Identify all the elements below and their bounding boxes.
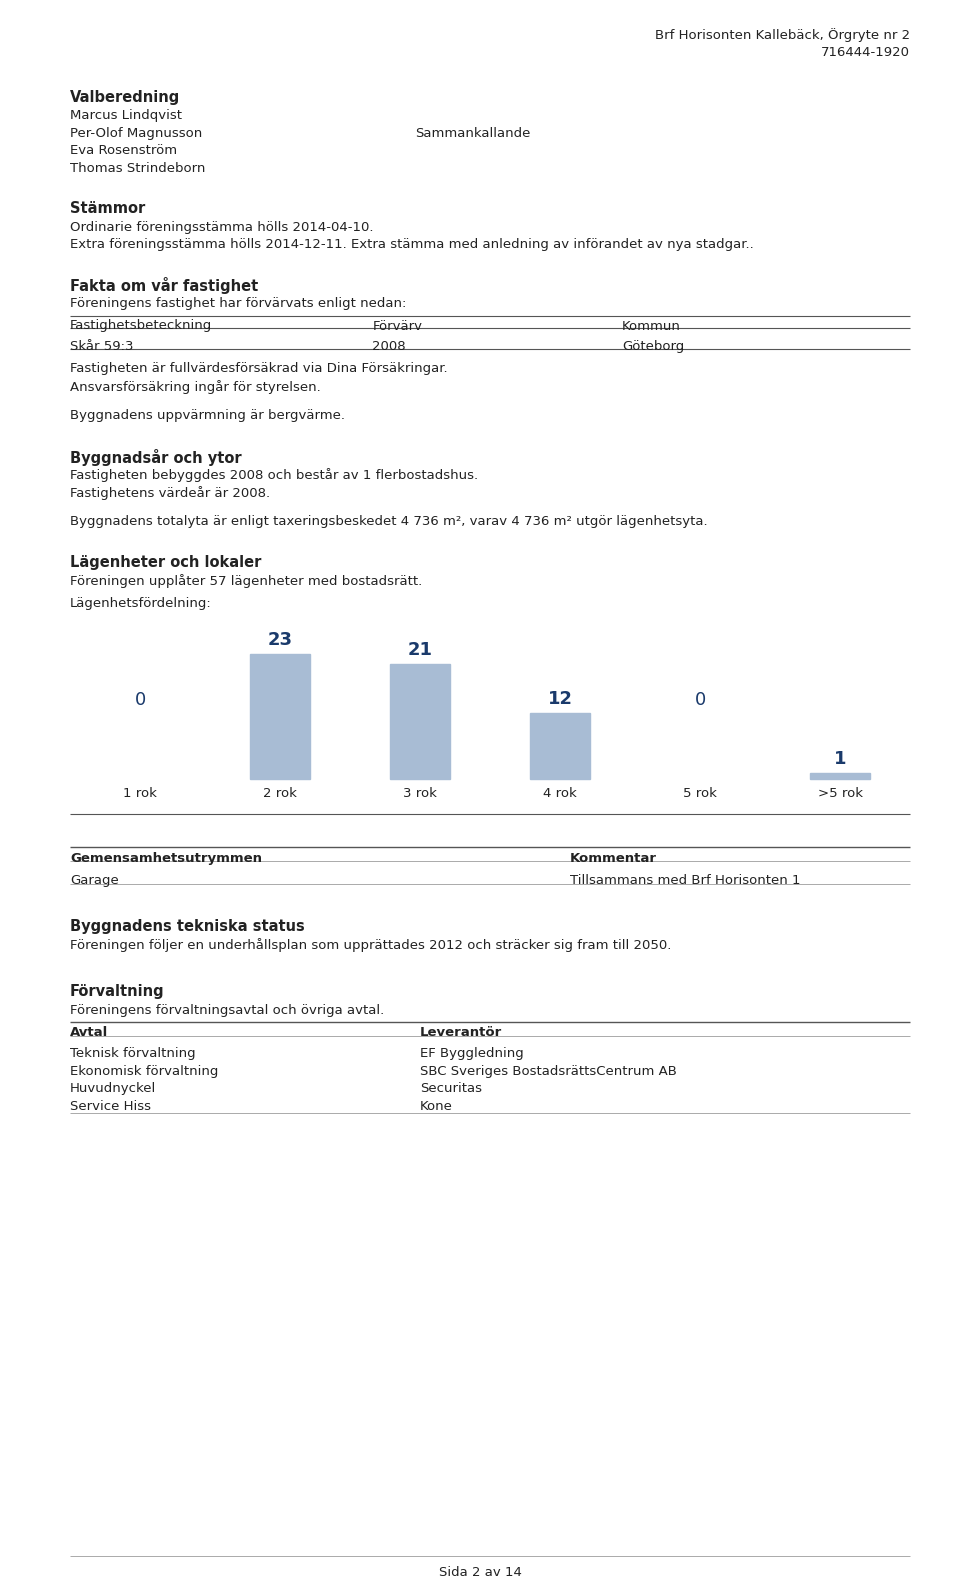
Bar [250, 654, 310, 778]
Text: Valberedning: Valberedning [70, 91, 180, 105]
Text: Föreningen följer en underhållsplan som upprättades 2012 och sträcker sig fram t: Föreningen följer en underhållsplan som … [70, 939, 671, 953]
Text: 4 rok: 4 rok [543, 786, 577, 800]
Text: Kommentar: Kommentar [570, 851, 657, 864]
Text: SBC Sveriges BostadsrättsCentrum AB: SBC Sveriges BostadsrättsCentrum AB [420, 1064, 677, 1079]
Text: Fastigheten bebyggdes 2008 och består av 1 flerbostadshus.: Fastigheten bebyggdes 2008 och består av… [70, 468, 478, 482]
Text: Ekonomisk förvaltning: Ekonomisk förvaltning [70, 1064, 218, 1079]
Text: Skår 59:3: Skår 59:3 [70, 339, 133, 353]
Text: Ansvarsförsäkring ingår för styrelsen.: Ansvarsförsäkring ingår för styrelsen. [70, 380, 321, 395]
Text: Service Hiss: Service Hiss [70, 1099, 151, 1114]
Text: 716444-1920: 716444-1920 [821, 46, 910, 59]
Text: Huvudnyckel: Huvudnyckel [70, 1082, 156, 1096]
Text: Kone: Kone [420, 1099, 453, 1114]
Text: 0: 0 [694, 690, 706, 710]
Bar [810, 773, 870, 778]
Text: >5 rok: >5 rok [818, 786, 862, 800]
Text: 12: 12 [547, 690, 572, 708]
Text: Fastighetsbeteckning: Fastighetsbeteckning [70, 320, 212, 333]
Text: Avtal: Avtal [70, 1026, 108, 1039]
Text: Sida 2 av 14: Sida 2 av 14 [439, 1566, 521, 1578]
Text: Thomas Strindeborn: Thomas Strindeborn [70, 162, 205, 175]
Text: Stämmor: Stämmor [70, 200, 145, 216]
Text: Gemensamhetsutrymmen: Gemensamhetsutrymmen [70, 851, 262, 864]
Text: Sammankallande: Sammankallande [416, 127, 531, 140]
Text: Fastigheten är fullvärdesförsäkrad via Dina Försäkringar.: Fastigheten är fullvärdesförsäkrad via D… [70, 363, 447, 375]
Text: Fakta om vår fastighet: Fakta om vår fastighet [70, 277, 258, 294]
Text: 2008: 2008 [372, 339, 406, 353]
Text: EF Byggledning: EF Byggledning [420, 1047, 524, 1061]
Text: 21: 21 [407, 641, 433, 660]
Text: Extra föreningsstämma hölls 2014-12-11. Extra stämma med anledning av införandet: Extra föreningsstämma hölls 2014-12-11. … [70, 239, 754, 251]
Text: 1: 1 [833, 751, 847, 768]
Text: Föreningens förvaltningsavtal och övriga avtal.: Föreningens förvaltningsavtal och övriga… [70, 1004, 384, 1017]
Text: Teknisk förvaltning: Teknisk förvaltning [70, 1047, 196, 1061]
Text: Brf Horisonten Kallebäck, Örgryte nr 2: Brf Horisonten Kallebäck, Örgryte nr 2 [655, 29, 910, 41]
Text: 3 rok: 3 rok [403, 786, 437, 800]
Text: Kommun: Kommun [622, 320, 681, 333]
Text: Föreningen upplåter 57 lägenheter med bostadsrätt.: Föreningen upplåter 57 lägenheter med bo… [70, 574, 422, 587]
Text: Byggnadens uppvärmning är bergvärme.: Byggnadens uppvärmning är bergvärme. [70, 409, 345, 422]
Text: Förvärv: Förvärv [372, 320, 422, 333]
Text: Lägenheter och lokaler: Lägenheter och lokaler [70, 555, 261, 570]
Text: 5 rok: 5 rok [684, 786, 717, 800]
Bar [390, 665, 450, 778]
Text: Göteborg: Göteborg [622, 339, 684, 353]
Text: Garage: Garage [70, 875, 119, 888]
Text: Securitas: Securitas [420, 1082, 482, 1096]
Text: 0: 0 [134, 690, 146, 710]
Text: Fastighetens värdeår är 2008.: Fastighetens värdeår är 2008. [70, 485, 270, 500]
Bar [530, 713, 590, 778]
Text: Föreningens fastighet har förvärvats enligt nedan:: Föreningens fastighet har förvärvats enl… [70, 298, 406, 310]
Text: Eva Rosenström: Eva Rosenström [70, 145, 178, 158]
Text: 1 rok: 1 rok [123, 786, 156, 800]
Text: Förvaltning: Förvaltning [70, 985, 164, 999]
Text: Per-Olof Magnusson: Per-Olof Magnusson [70, 127, 203, 140]
Text: Ordinarie föreningsstämma hölls 2014-04-10.: Ordinarie föreningsstämma hölls 2014-04-… [70, 221, 373, 234]
Text: Leverantör: Leverantör [420, 1026, 502, 1039]
Text: 2 rok: 2 rok [263, 786, 297, 800]
Text: Byggnadens totalyta är enligt taxeringsbeskedet 4 736 m², varav 4 736 m² utgör l: Byggnadens totalyta är enligt taxeringsb… [70, 515, 708, 528]
Text: Byggnadsår och ytor: Byggnadsår och ytor [70, 449, 242, 466]
Text: Lägenhetsfördelning:: Lägenhetsfördelning: [70, 597, 212, 609]
Text: 23: 23 [268, 630, 293, 649]
Text: Marcus Lindqvist: Marcus Lindqvist [70, 110, 182, 123]
Text: Tillsammans med Brf Horisonten 1: Tillsammans med Brf Horisonten 1 [570, 875, 801, 888]
Text: Byggnadens tekniska status: Byggnadens tekniska status [70, 920, 304, 934]
